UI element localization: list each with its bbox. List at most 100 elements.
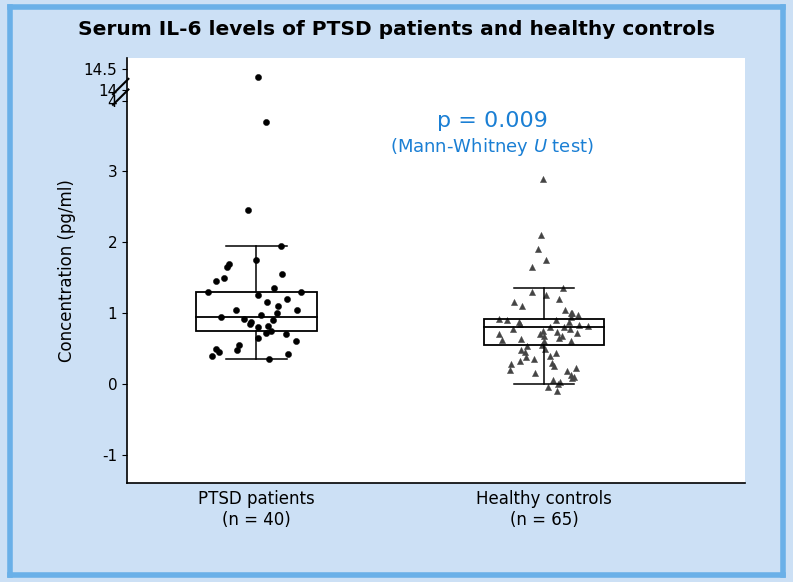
Point — [274, 241, 287, 250]
Point — [282, 350, 295, 359]
Point — [538, 337, 550, 346]
Point — [251, 73, 264, 82]
Point — [537, 174, 550, 183]
Point — [565, 374, 578, 383]
Point — [201, 288, 214, 297]
Point — [215, 312, 228, 321]
Point — [291, 305, 304, 314]
Point — [565, 337, 577, 346]
Point — [553, 333, 565, 343]
Point — [544, 322, 557, 332]
Point — [515, 301, 528, 311]
Point — [539, 255, 552, 265]
Point — [527, 354, 540, 364]
Point — [281, 294, 293, 304]
Point — [504, 360, 517, 369]
Point — [217, 273, 230, 282]
Point — [290, 337, 303, 346]
Point — [271, 308, 284, 318]
Point — [205, 351, 218, 360]
Point — [492, 329, 505, 339]
Point — [565, 308, 577, 318]
Point — [539, 291, 552, 300]
Point — [241, 206, 254, 215]
Point — [243, 319, 256, 328]
Point — [534, 230, 547, 240]
Point — [272, 301, 285, 311]
Point — [582, 321, 595, 331]
Text: p = 0.009: p = 0.009 — [437, 111, 548, 132]
Point — [534, 329, 546, 339]
Point — [512, 318, 525, 327]
Point — [546, 358, 558, 367]
Y-axis label: Concentration (pg/ml): Concentration (pg/ml) — [59, 179, 76, 362]
Point — [550, 328, 563, 337]
Point — [244, 317, 257, 327]
Point — [267, 315, 280, 325]
Text: Serum IL-6 levels of PTSD patients and healthy controls: Serum IL-6 levels of PTSD patients and h… — [78, 20, 715, 40]
Point — [251, 291, 264, 300]
Point — [526, 262, 538, 272]
Point — [562, 317, 575, 327]
Point — [526, 288, 538, 297]
Point — [565, 312, 577, 321]
Point — [515, 335, 528, 344]
Point — [232, 340, 245, 350]
Point — [268, 283, 281, 293]
Point — [537, 326, 550, 335]
Point — [250, 255, 262, 265]
Point — [521, 342, 534, 351]
Point — [506, 324, 519, 333]
Point — [572, 310, 584, 319]
Text: (Mann-Whitney $\it{U}$ test): (Mann-Whitney $\it{U}$ test) — [390, 136, 594, 158]
Point — [492, 314, 505, 324]
Point — [209, 276, 222, 286]
Point — [538, 344, 551, 353]
Point — [547, 361, 560, 371]
Point — [280, 329, 293, 339]
Point — [275, 269, 288, 279]
Point — [210, 344, 223, 353]
Point — [531, 244, 544, 254]
Point — [542, 383, 554, 392]
Point — [230, 305, 243, 314]
Point — [571, 328, 584, 338]
Point — [259, 118, 272, 127]
Point — [255, 310, 267, 319]
Point — [538, 331, 550, 340]
Point — [550, 386, 563, 396]
Point — [561, 367, 573, 376]
Point — [514, 319, 527, 328]
Point — [294, 288, 307, 297]
Point — [265, 326, 278, 335]
Point — [565, 371, 577, 380]
Point — [554, 294, 566, 304]
Point — [519, 347, 532, 357]
Point — [520, 352, 533, 361]
Point — [231, 345, 243, 354]
Point — [508, 298, 520, 307]
Point — [557, 283, 569, 293]
Point — [568, 372, 580, 382]
Point — [543, 351, 556, 360]
Point — [546, 376, 559, 385]
Point — [573, 321, 585, 330]
Point — [559, 305, 572, 314]
Point — [262, 354, 275, 364]
Point — [558, 322, 571, 332]
Bar — [196, 292, 316, 331]
Point — [261, 298, 274, 307]
Point — [564, 325, 577, 334]
Point — [529, 368, 542, 378]
Point — [220, 262, 233, 272]
Point — [213, 347, 225, 357]
Point — [552, 379, 565, 389]
Point — [496, 335, 508, 345]
Point — [504, 365, 517, 374]
Point — [565, 308, 578, 318]
Point — [536, 340, 549, 350]
Point — [550, 315, 562, 325]
Point — [555, 332, 568, 341]
Point — [569, 364, 582, 373]
Point — [514, 357, 527, 366]
